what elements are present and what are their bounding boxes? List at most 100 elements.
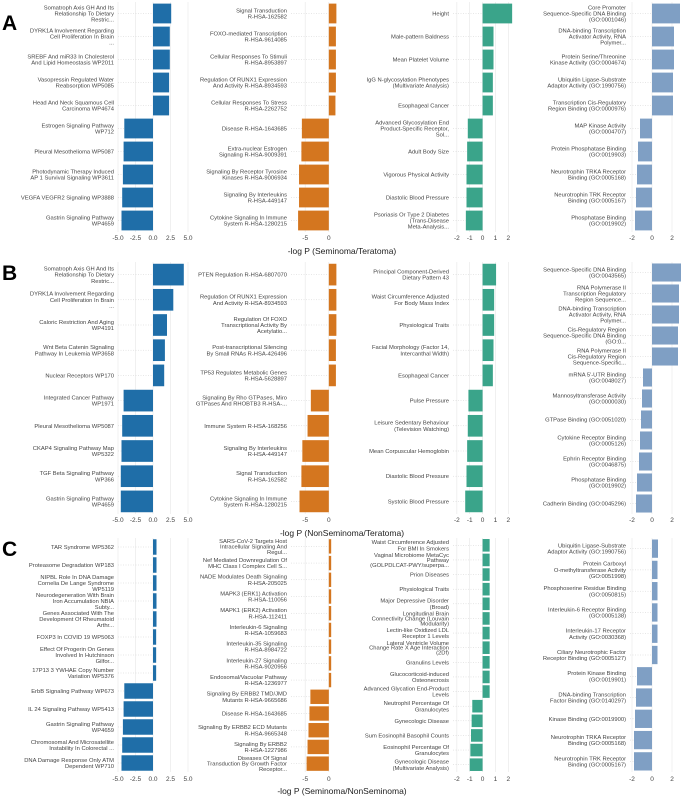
category-label-line: Polymer... <box>600 41 626 47</box>
category-label: Cellular Responses To Stress R-HSA-226275… <box>211 100 287 112</box>
category-label-line: Integrated Cancer Pathway <box>44 396 114 402</box>
bar <box>469 758 483 771</box>
category-label-line: Disease R-HSA-1643685 <box>222 127 287 133</box>
category-label-line: Waist Circumference Adjusted <box>372 540 449 546</box>
category-label-line: IgG N-glycosylation Phenotypes <box>367 77 450 83</box>
category-label-line: Post-transcriptional Silencing <box>212 345 287 351</box>
category-label-line: Estrogen Signaling Pathway <box>41 123 114 129</box>
category-label: Chromosomal And Microsatellite Instabilit… <box>31 740 115 752</box>
bar <box>652 645 658 665</box>
category-label-line: DYRK1A Involvement Regarding <box>30 292 114 298</box>
category-label-line: For Body Mass Index <box>394 301 449 307</box>
category-label-line: Caloric Restriction And Aging <box>39 320 114 326</box>
category-label-line: Vasopressin Regulated Water <box>38 77 114 83</box>
bar <box>636 187 652 208</box>
tick-label: 0.0 <box>148 776 157 783</box>
subplot-B-1: Somatroph Axis GH And Its Relationship To… <box>30 262 193 524</box>
bar <box>466 465 483 488</box>
category-label-line: (GO:0000030) <box>589 400 626 406</box>
bar <box>153 647 157 663</box>
bar <box>482 288 495 311</box>
bar <box>328 606 332 621</box>
category-label-line: WP4659 <box>92 503 114 509</box>
bar <box>652 305 679 324</box>
category-label-line: Interleukin-35 Signaling <box>226 642 287 648</box>
category-label: Somatroph Axis GH And Its Relationship To… <box>44 266 115 284</box>
category-label: NIPBL Role In DNA Damage Cornelia De Lang… <box>38 575 114 593</box>
category-label-line: Gynecologic Disease <box>395 760 449 766</box>
category-label-line: Physiological Traits <box>399 587 449 593</box>
category-label-line: R-HSA-1227986 <box>244 748 287 754</box>
category-label-line: Mean Corpuscular Hemoglobin <box>369 449 449 455</box>
category-label-line: (GO:0... <box>605 340 626 346</box>
category-label-line: Lateral Ventricle Volume <box>386 641 449 647</box>
category-label-line: WP5322 <box>92 452 114 458</box>
category-label-line: (GO:0019901) <box>589 677 626 683</box>
category-label-line: Adult Body Size <box>408 150 449 156</box>
category-label: Regulation Of RUNX1 Expression And Activi… <box>200 77 287 89</box>
category-label: Protein Carboxyl O-methyltransferase Acti… <box>554 562 626 580</box>
category-label: Neurodegeneration With Brain Iron Accumul… <box>36 593 114 611</box>
tick-label: -2 <box>629 776 635 783</box>
category-label-line: Activity (GO:0030368) <box>569 635 626 641</box>
tick-label: 0 <box>481 776 485 783</box>
bar <box>328 555 332 571</box>
category-label-line: Signaling By Rho GTPases, Miro <box>202 396 287 402</box>
category-label-line: Receptor 1 Levels <box>402 634 449 640</box>
category-label-line: (GO:0019902) <box>589 484 626 490</box>
category-label: Pleural Mesothelioma WP5087 <box>34 150 114 156</box>
bar <box>124 118 153 139</box>
subplot-B-3: Principal Component-Derived Dietary Patte… <box>369 262 510 524</box>
category-label: TAR Syndrome WP5362 <box>51 545 114 551</box>
subplot-A-2: Signal Transduction R-HSA-162582 FOXO-medi… <box>200 2 337 242</box>
bar <box>310 689 329 704</box>
category-label: Signaling By Rho GTPases, Miro GTPases An… <box>196 396 288 408</box>
category-label-line: Protein Kinase Binding <box>567 671 626 677</box>
category-label-line: (GO:0048027) <box>589 379 626 385</box>
bar <box>467 414 483 437</box>
category-label: FOXP3 In COVID 19 WP5063 <box>37 635 114 641</box>
category-label-line: Extra-nuclear Estrogen <box>228 146 287 152</box>
category-label: Mean Corpuscular Hemoglobin <box>369 449 449 455</box>
bar <box>299 187 329 208</box>
bar <box>467 141 483 162</box>
bar <box>471 714 483 728</box>
category-label-line: Endosomal/Vacuolar Pathway <box>210 675 287 681</box>
tick-label: 2 <box>506 776 510 783</box>
category-label-line: Pulse Pressure <box>410 399 449 405</box>
category-label: Pulse Pressure <box>410 399 449 405</box>
bar <box>120 465 153 488</box>
category-label-line: Regulation Of RUNX1 Expression <box>200 77 287 83</box>
category-label-line: (GO:0019903) <box>589 153 626 159</box>
panel-C: C TAR Syndrome WP5362 Proteasome Degradati… <box>2 538 674 796</box>
tick-label: 2.5 <box>166 776 175 783</box>
category-label: Cadherin Binding (GO:0045296) <box>543 502 626 508</box>
category-label-line: Protein Serine/Threonine <box>562 54 626 60</box>
category-label: Signal Transduction R-HSA-162582 <box>236 471 287 483</box>
category-label-line: (GO:0051998) <box>589 574 626 580</box>
category-label: Diastolic Blood Pressure <box>386 474 449 480</box>
category-label-line: Protein Phosphatase Binding <box>551 146 626 152</box>
category-label-line: Neutrophil Percentage Of <box>384 701 450 707</box>
bar <box>121 210 153 231</box>
category-label-line: Binding (GO:0005168) <box>568 741 626 747</box>
category-label: Cis-Regulatory Region Sequence-Specific D… <box>543 327 626 345</box>
bar <box>643 368 652 387</box>
category-label-line: Core Promoter <box>588 5 626 11</box>
tick-label: 5.0 <box>183 235 192 242</box>
category-label: Systolic Blood Pressure <box>388 499 449 505</box>
panel-label: B <box>2 262 17 285</box>
bar <box>153 575 157 591</box>
category-label: Neurotrophin TRKA Receptor Binding (GO:00… <box>551 735 626 747</box>
category-label-line: Gynecologic Disease <box>395 719 449 725</box>
category-label-line: (2Df) <box>436 651 449 657</box>
category-label-line: (GO:0019902) <box>589 222 626 228</box>
tick-label: -2 <box>629 235 635 242</box>
category-label-line: Cis-Regulatory Region <box>568 355 626 361</box>
tick-label: -5.0 <box>112 776 124 783</box>
category-label-line: (GO:0005126) <box>589 442 626 448</box>
category-label: Advanced Glycosylation End Product-Specif… <box>375 120 449 138</box>
tick-label: 0 <box>327 235 331 242</box>
category-label-line: Modularity) <box>420 621 449 627</box>
bar <box>153 665 157 681</box>
